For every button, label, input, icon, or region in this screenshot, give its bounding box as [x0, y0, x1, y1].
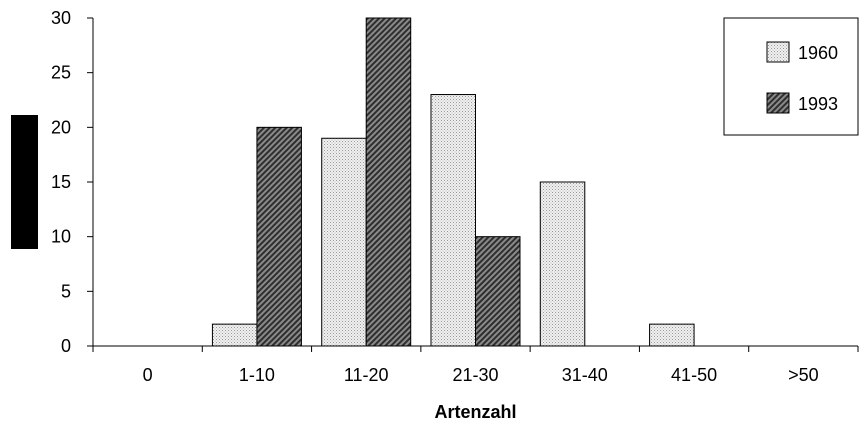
y-tick-label: 10 [51, 227, 71, 247]
x-tick-label: 1-10 [239, 365, 275, 385]
x-tick-label: 41-50 [671, 365, 717, 385]
x-tick-label: 31-40 [562, 365, 608, 385]
legend-label-1993: 1993 [798, 94, 838, 114]
bar-1993-11-20 [365, 17, 412, 347]
legend-label-1960: 1960 [798, 43, 838, 63]
y-tick-label: 15 [51, 172, 71, 192]
y-tick-label: 5 [61, 281, 71, 301]
y-tick-label: 30 [51, 8, 71, 28]
bar-1960-11-20 [321, 137, 367, 347]
legend-swatch-1960 [766, 41, 790, 63]
x-tick-label: 11-20 [344, 365, 389, 385]
legend-box [723, 17, 859, 136]
bar-1960-41-50 [649, 323, 695, 347]
redaction-block [11, 115, 38, 249]
bar-1993-21-30 [475, 236, 521, 347]
bar-1960-31-40 [539, 181, 586, 347]
bar-1993-1-10 [256, 126, 302, 347]
x-axis-title: Artenzahl [434, 402, 516, 422]
y-tick-label: 0 [61, 336, 71, 356]
tick-labels: 0 5 10 15 20 25 30 0 1-10 11-20 21-30 31-40 41-50 >50 [51, 8, 819, 385]
legend-swatch-1993 [766, 92, 790, 114]
bar-1960-1-10 [211, 323, 258, 347]
x-tick-label: >50 [788, 365, 819, 385]
y-tick-label: 25 [51, 63, 71, 83]
bars [211, 17, 695, 347]
x-tick-label: 0 [143, 365, 153, 385]
bar-1960-21-30 [430, 94, 476, 347]
legend: 1960 1993 [723, 17, 859, 136]
y-tick-label: 20 [51, 117, 71, 137]
x-tick-label: 21-30 [452, 365, 498, 385]
